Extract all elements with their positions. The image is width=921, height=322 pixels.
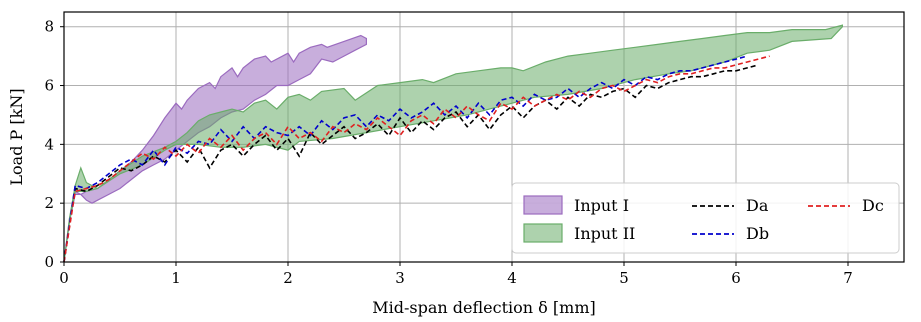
legend-box <box>511 182 900 254</box>
legend: Input I Input II Da Db Dc <box>511 182 900 254</box>
y-axis-label: Load P [kN] <box>7 88 26 185</box>
legend-label: Da <box>746 196 769 215</box>
plot-frame <box>63 11 905 263</box>
series-line-db <box>63 55 748 263</box>
y-tick-label: 4 <box>44 135 54 153</box>
x-tick-label: 6 <box>731 269 741 287</box>
series-line-dc <box>63 55 770 263</box>
legend-swatch-input-ii <box>523 223 563 243</box>
band-input-ii <box>63 24 844 263</box>
bands <box>63 24 844 263</box>
legend-label: Db <box>746 224 769 243</box>
legend-label: Input I <box>574 196 629 215</box>
legend-label: Input II <box>574 224 635 243</box>
x-tick-label: 4 <box>507 269 517 287</box>
y-tick-label: 6 <box>44 77 54 95</box>
x-axis-label: Mid-span deflection δ [mm] <box>372 298 595 317</box>
x-tick-label: 5 <box>619 269 629 287</box>
ticks: 0 1 2 3 4 5 6 7 0 2 4 6 8 <box>44 18 852 287</box>
x-tick-label: 0 <box>59 269 69 287</box>
x-tick-label: 7 <box>843 269 853 287</box>
x-tick-label: 3 <box>395 269 405 287</box>
lines <box>63 55 770 263</box>
legend-label: Dc <box>862 196 884 215</box>
x-tick-label: 2 <box>283 269 293 287</box>
y-tick-label: 8 <box>44 18 54 36</box>
y-tick-label: 2 <box>44 194 54 212</box>
x-tick-label: 1 <box>171 269 181 287</box>
band-input-i <box>63 34 367 263</box>
y-tick-label: 0 <box>44 253 54 271</box>
legend-swatch-input-i <box>523 195 563 215</box>
